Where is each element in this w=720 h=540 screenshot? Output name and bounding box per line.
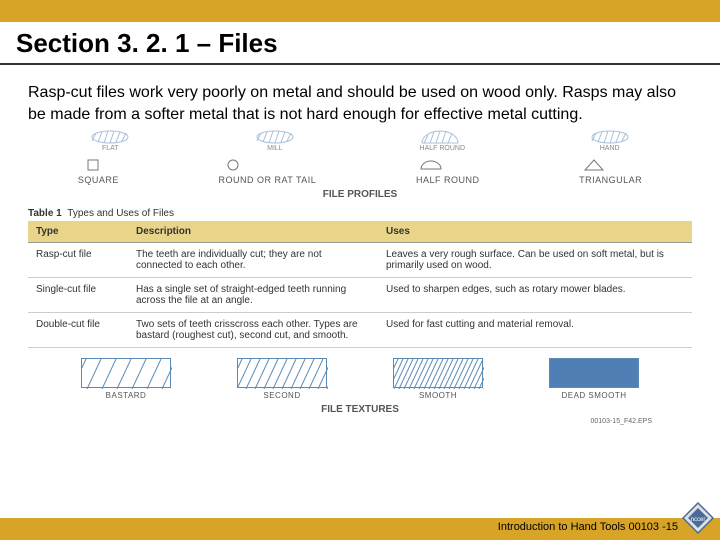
hatch-label: FLAT [90,145,130,152]
profiles-caption: FILE PROFILES [28,189,692,200]
hatch-item: HALF ROUND [420,129,466,152]
table-head: Type Description Uses [28,221,692,243]
texture-swatch [549,358,639,388]
texture-swatch [81,358,171,388]
files-table: Type Description Uses Rasp-cut file The … [28,221,692,348]
texture-swatch [393,358,483,388]
cell-desc: Two sets of teeth crisscross each other.… [128,313,378,348]
table-wrap: Table 1 Types and Uses of Files Type Des… [28,208,692,348]
profile-row: SQUARE ROUND OR RAT TAIL HALF ROUND TRIA… [28,158,692,185]
cell-desc: Has a single set of straight-edged teeth… [128,278,378,313]
hand-hatch-icon [590,129,630,145]
profile-hatch-row: FLAT MILL HALF ROUND HAND [28,129,692,152]
section-title: Section 3. 2. 1 – Files [16,28,704,59]
svg-text:nccer: nccer [691,517,706,523]
texture-label: SMOOTH [393,391,483,400]
table-row: Single-cut file Has a single set of stra… [28,278,692,313]
mill-hatch-icon [255,129,295,145]
th-desc: Description [128,221,378,243]
nccer-logo-icon: nccer [682,502,714,534]
flat-hatch-icon [90,129,130,145]
hatch-label: HALF ROUND [420,145,466,152]
intro-text: Rasp-cut files work very poorly on metal… [28,82,692,125]
table-row: Double-cut file Two sets of teeth crissc… [28,313,692,348]
round-profile-icon [218,158,248,172]
triangular-profile-icon [579,158,609,172]
profile-triangular: TRIANGULAR [579,158,642,185]
profile-square: SQUARE [78,158,119,185]
cell-type: Rasp-cut file [28,243,128,278]
hatch-label: HAND [590,145,630,152]
slide-body: Rasp-cut files work very poorly on metal… [0,72,720,425]
texture-item: BASTARD [81,358,171,400]
th-uses: Uses [378,221,692,243]
texture-swatch [237,358,327,388]
table-body: Rasp-cut file The teeth are individually… [28,243,692,348]
texture-item: SECOND [237,358,327,400]
hatch-item: MILL [255,129,295,152]
texture-label: SECOND [237,391,327,400]
profile-halfround: HALF ROUND [416,158,480,185]
cell-uses: Used for fast cutting and material remov… [378,313,692,348]
profile-label: TRIANGULAR [579,175,642,185]
square-profile-icon [78,158,108,172]
texture-item: DEAD SMOOTH [549,358,639,400]
profile-label: HALF ROUND [416,175,480,185]
hatch-item: HAND [590,129,630,152]
table-title: Table 1 Types and Uses of Files [28,208,692,219]
textures-row: BASTARD SECOND SMOOTH DEAD SMOOTH [28,358,692,400]
profile-round: ROUND OR RAT TAIL [218,158,316,185]
figure-ref: 00103-15_F42.EPS [28,418,692,425]
halfround-profile-icon [416,158,446,172]
texture-label: BASTARD [81,391,171,400]
cell-uses: Used to sharpen edges, such as rotary mo… [378,278,692,313]
top-gold-bar [0,0,720,22]
hatch-item: FLAT [90,129,130,152]
cell-desc: The teeth are individually cut; they are… [128,243,378,278]
profile-label: ROUND OR RAT TAIL [218,175,316,185]
texture-label: DEAD SMOOTH [549,391,639,400]
texture-item: SMOOTH [393,358,483,400]
th-type: Type [28,221,128,243]
cell-uses: Leaves a very rough surface. Can be used… [378,243,692,278]
textures-caption: FILE TEXTURES [28,404,692,415]
table-row: Rasp-cut file The teeth are individually… [28,243,692,278]
hatch-label: MILL [255,145,295,152]
profile-label: SQUARE [78,175,119,185]
halfround-hatch-icon [420,129,460,145]
cell-type: Double-cut file [28,313,128,348]
title-wrap: Section 3. 2. 1 – Files [0,22,720,65]
footer-text: Introduction to Hand Tools 00103 -15 [498,521,678,533]
footer-gold-bar: Introduction to Hand Tools 00103 -15 [0,518,720,540]
cell-type: Single-cut file [28,278,128,313]
